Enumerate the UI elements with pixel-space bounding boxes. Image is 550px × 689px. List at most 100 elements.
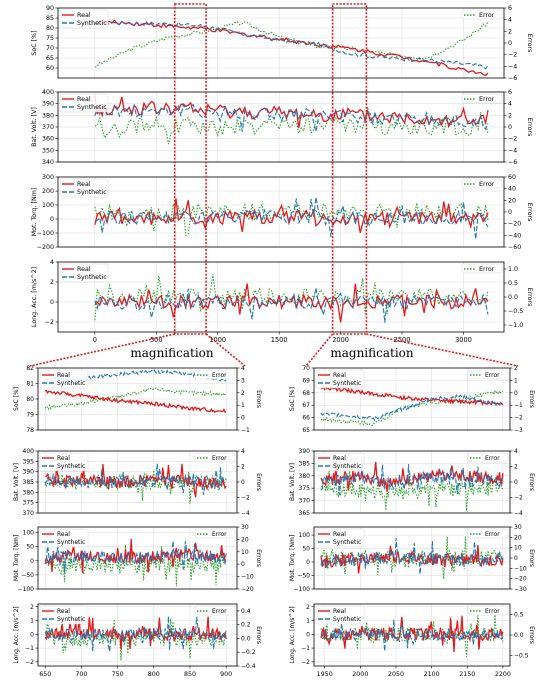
- y2-tick-label: 1: [514, 377, 518, 384]
- y2-tick-label: 0: [241, 415, 245, 422]
- y2-tick-label: −60: [508, 244, 521, 251]
- y2-tick-label: 4: [241, 365, 245, 372]
- x-tick-label: 0: [93, 336, 97, 344]
- y2-tick-label: 0: [514, 479, 518, 486]
- x-tick-label: 850: [184, 671, 196, 678]
- y-tick-label: 100: [299, 532, 311, 539]
- legend-label-error: Error: [485, 455, 500, 462]
- y2-axis-label: Errors: [255, 473, 262, 491]
- y2-axis-label: Errors: [255, 626, 262, 644]
- panel-1-grid: [58, 7, 504, 78]
- y-tick-label: 360: [42, 136, 54, 143]
- panel-4: −2 0 2 4 −1.0 −0.5 0.0 0.5 1.0 0 500 1000 1500 2000 25…: [31, 259, 533, 344]
- y2-tick-label: −1: [241, 427, 250, 434]
- y-tick-label: 90: [46, 5, 54, 12]
- y2-axis-label: Errors: [255, 549, 262, 567]
- y2-tick-label: 20: [241, 536, 249, 543]
- x-tick-label: 1950: [317, 671, 333, 678]
- y2-tick-label: −10: [241, 574, 254, 581]
- y-tick-label: 400: [42, 89, 54, 96]
- panel-10: 365 370 375 380 385 390 −4 −2 0 2 4 Bat. Volt. [V] E…: [289, 448, 535, 517]
- y-tick-label: 2: [50, 279, 54, 286]
- y-tick-label: 375: [299, 485, 311, 492]
- y2-axis-label: Errors: [526, 203, 533, 222]
- x-tick-label: 750: [112, 671, 124, 678]
- legend-label-synthetic: Synthetic: [333, 616, 361, 623]
- legend-label-synthetic: Synthetic: [77, 274, 107, 281]
- y2-tick-label: −20: [241, 586, 254, 593]
- y2-tick-label: −2: [514, 415, 523, 422]
- x-tick-label: 2150: [459, 671, 475, 678]
- y-tick-label: 78: [26, 427, 34, 434]
- series-line-synthetic: [44, 540, 227, 573]
- y2-tick-label: −1: [514, 402, 523, 409]
- y-tick-label: 82: [26, 365, 34, 372]
- legend-label-real: Real: [57, 372, 70, 379]
- y-tick-label: 100: [42, 202, 54, 209]
- series-line-real: [320, 385, 504, 406]
- y-tick-label: 390: [42, 101, 54, 108]
- y2-tick-label: 0.0: [514, 632, 524, 639]
- y-tick-label: −2: [25, 659, 34, 666]
- series-line-synthetic: [44, 368, 227, 383]
- y2-tick-label: −2: [508, 136, 517, 143]
- y-tick-label: 300: [42, 174, 54, 181]
- y-tick-label: 395: [23, 458, 35, 465]
- y-axis-label: Long. Acc. [m/s^2]: [13, 606, 20, 663]
- panel-3-frame: [57, 176, 505, 248]
- y2-tick-label: 10: [241, 549, 249, 556]
- panel-2: 340 350 360 370 380 390 400 −6 −4 −2 0 2 4 6 Bat. Volt…: [31, 89, 533, 166]
- y-axis-label: Mot. Torq. [Nm]: [31, 188, 38, 237]
- panel-9: 65 66 67 68 69 70 −3 −2 −1 0 1 2 SoC [%] Errors RealSy…: [289, 365, 535, 434]
- legend-label-error: Error: [212, 531, 227, 538]
- y-tick-label: −1: [25, 645, 34, 652]
- series-line-real: [94, 94, 489, 129]
- y-tick-label: 390: [299, 448, 311, 455]
- y-tick-label: 79: [26, 412, 34, 419]
- magnification-connector: [305, 333, 334, 367]
- legend-label-error: Error: [479, 266, 495, 273]
- y-tick-label: 0: [50, 299, 54, 306]
- y-tick-label: 2: [306, 604, 310, 611]
- series-line-real: [94, 19, 489, 77]
- y2-tick-label: 3: [241, 377, 245, 384]
- y2-tick-label: 2: [514, 464, 518, 471]
- legend-label-real: Real: [77, 12, 91, 19]
- x-tick-label: 700: [75, 671, 87, 678]
- y-tick-label: 350: [42, 147, 54, 154]
- y2-tick-label: −6: [508, 75, 517, 82]
- legend-label-real: Real: [333, 455, 346, 462]
- y-tick-label: 385: [299, 460, 311, 467]
- legend-label-real: Real: [57, 608, 70, 615]
- y2-axis-label: Errors: [526, 34, 533, 53]
- y-tick-label: 70: [46, 45, 54, 52]
- y2-axis-label: Errors: [526, 288, 533, 307]
- x-tick-label: 2000: [332, 336, 349, 344]
- x-tick-label: 3000: [455, 336, 472, 344]
- y2-axis-label: Errors: [528, 390, 535, 408]
- y-tick-label: 370: [42, 124, 54, 131]
- y-axis-label: Long. Acc. [m/s^2]: [31, 267, 38, 327]
- x-tick-label: 500: [150, 336, 163, 344]
- y2-tick-label: 2: [241, 390, 245, 397]
- legend-label-error: Error: [485, 372, 500, 379]
- legend-label-real: Real: [77, 96, 91, 103]
- y-axis-label: Bat. Volt. [V]: [31, 107, 38, 147]
- panel-3-grid: [58, 176, 504, 248]
- y2-tick-label: 0: [508, 209, 512, 216]
- y-tick-label: −100: [37, 230, 54, 237]
- series-line-real: [94, 283, 489, 323]
- legend-label-real: Real: [333, 531, 346, 538]
- magnification-connector: [366, 333, 519, 367]
- panel-1: 60 65 70 75 80 85 90 −6 −4 −2 0 2 4 6 SoC [%] Errors Rea…: [31, 5, 533, 82]
- y-tick-label: 365: [299, 510, 311, 517]
- y2-tick-label: 20: [514, 534, 522, 541]
- legend-label-synthetic: Synthetic: [57, 380, 85, 387]
- y-axis-label: Mot. Torq. [Nm]: [289, 535, 296, 581]
- y2-tick-label: 0: [508, 40, 512, 47]
- x-tick-label: 1500: [271, 336, 288, 344]
